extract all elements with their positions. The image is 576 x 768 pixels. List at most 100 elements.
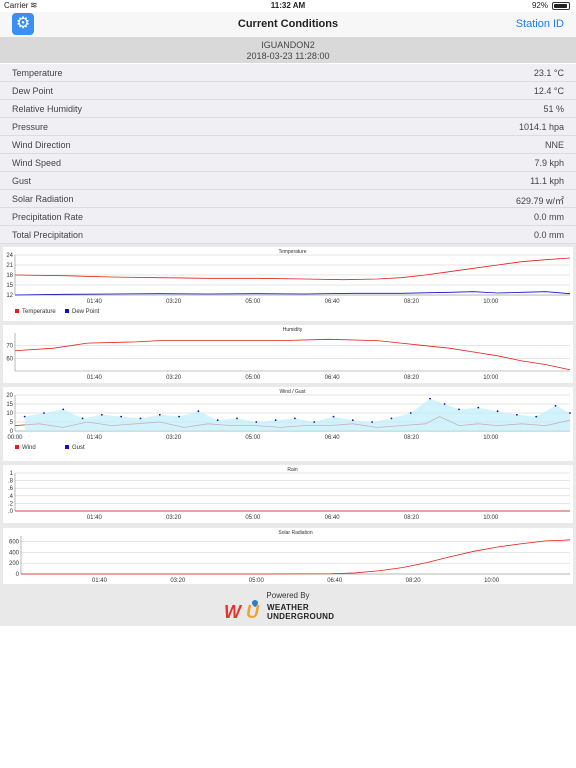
x-tick-label: 08:20 [404,515,420,521]
gust-point [569,412,571,414]
y-tick-label: 18 [6,273,13,279]
condition-value: 629.79 w/㎡ [515,196,564,206]
x-tick-label: 06:40 [325,375,341,381]
x-tick-label: 10:00 [483,435,499,441]
wu-brand-line2: UNDERGROUND [267,612,335,621]
gust-area [24,398,571,431]
gust-point [255,421,258,423]
condition-value: 7.9 kph [534,158,564,168]
x-tick-label: 01:40 [92,578,108,584]
chart-title: Temperature [278,249,306,255]
condition-value: 51 % [543,104,564,114]
rain-chart: Rain .0 .2.4 .6.8 1 01:40 03:20 05:00 06:40 08:20… [3,465,573,523]
clock: 11:32 AM [270,1,306,10]
condition-row: Relative Humidity 51 % [0,100,576,118]
station-id-button[interactable]: Station ID [515,18,564,30]
condition-row: Precipitation Rate 0.0 mm [0,208,576,226]
gust-point [274,419,277,422]
x-tick-label: 08:20 [404,375,420,381]
legend-label: Wind [22,445,36,451]
series-line-humidity [14,338,571,371]
page-title: Current Conditions [237,18,339,30]
y-tick-label: 5 [10,420,14,426]
gust-point [81,417,84,420]
y-tick-label: 24 [6,253,13,259]
condition-value: NNE [544,140,564,150]
x-tick-label: 06:40 [325,435,341,441]
gust-point [43,412,45,414]
condition-row: Total Precipitation 0.0 mm [0,226,576,244]
y-tick-label: .8 [8,479,14,485]
gust-point [477,406,480,409]
wu-u-letter: U [246,602,259,622]
status-bar: Carrier ≋ 11:32 AM 92% [0,0,576,12]
condition-row: Dew Point 12.4 °C [0,82,576,100]
settings-gear-icon[interactable]: ⚙ [12,13,34,35]
y-tick-label: 600 [9,539,20,545]
condition-row: Wind Speed 7.9 kph [0,154,576,172]
gust-point [236,417,238,420]
navigation-bar: ⚙ Current Conditions Station ID [0,12,576,37]
temperature-chart: Temperature 12 15 18 21 24 01:40 03:20 05:00 06:4… [3,247,573,321]
y-tick-label: 10 [6,411,13,417]
condition-row: Solar Radiation 629.79 w/㎡ [0,190,576,208]
gust-point [535,415,538,418]
solar-radiation-chart: Solar Radiation 0 200 400 600 01:40 03:20 05:00… [3,528,573,584]
condition-value: 12.4 °C [533,86,564,96]
series-line-temperature [14,257,571,281]
x-tick-label: 05:00 [245,435,261,441]
gust-point [429,397,431,400]
y-tick-label: 400 [9,550,20,556]
x-tick-label: 06:40 [325,515,341,521]
x-tick-label: 01:40 [87,515,103,521]
x-tick-label: 01:40 [87,375,103,381]
weather-underground-logo[interactable]: W U WEATHER UNDERGROUND [224,598,354,624]
x-tick-label: 10:00 [483,375,499,381]
gust-point [409,412,412,414]
condition-label: Temperature [12,68,63,78]
gust-point [313,421,316,423]
series-line-solar-radiation [21,539,571,575]
empty-space [0,626,576,768]
series-line-dew-point [14,291,571,296]
condition-label: Wind Speed [12,158,62,168]
gust-point [496,410,499,413]
condition-label: Relative Humidity [12,104,83,114]
x-tick-label: 00:00 [7,435,23,441]
gust-point [443,403,446,405]
y-tick-label: 0 [10,429,14,435]
gust-point [62,408,65,411]
x-tick-label: 03:20 [166,299,182,305]
x-tick-label: 03:20 [166,515,182,521]
y-tick-label: 1 [10,471,14,477]
wind-gust-chart: Wind / Gust 0 5 10 15 20 00:00 01:40 03:20 05:00 0… [3,387,573,461]
chart-title: Rain [287,467,298,473]
x-tick-label: 01:40 [87,299,103,305]
gust-point [197,410,200,413]
condition-value: 1014.1 hpa [518,122,564,132]
gust-point [332,415,335,418]
battery-icon [552,2,570,10]
y-tick-label: 200 [9,561,20,567]
charts-area: Temperature 12 15 18 21 24 01:40 03:20 05:00 06:4… [0,244,576,626]
wu-w-letter: W [224,602,241,622]
gust-point [351,419,354,422]
legend-label: Gust [72,445,85,451]
legend-label: Temperature [22,309,56,315]
y-tick-label: 60 [6,356,13,362]
conditions-list: Temperature 23.1 °C Dew Point 12.4 °C Rela… [0,64,576,244]
chart-title: Humidity [283,327,303,333]
x-tick-label: 10:00 [483,299,499,305]
gust-point [139,417,142,420]
y-tick-label: 12 [6,293,13,299]
x-tick-label: 06:40 [327,578,343,584]
x-tick-label: 03:20 [166,435,182,441]
gust-point [216,419,219,422]
condition-value: 11.1 kph [530,176,564,186]
x-tick-label: 01:40 [87,435,103,441]
y-tick-label: 15 [6,283,13,289]
gust-point [158,413,161,416]
x-tick-label: 05:00 [245,375,261,381]
x-tick-label: 05:00 [245,515,261,521]
y-tick-label: 70 [6,344,13,350]
